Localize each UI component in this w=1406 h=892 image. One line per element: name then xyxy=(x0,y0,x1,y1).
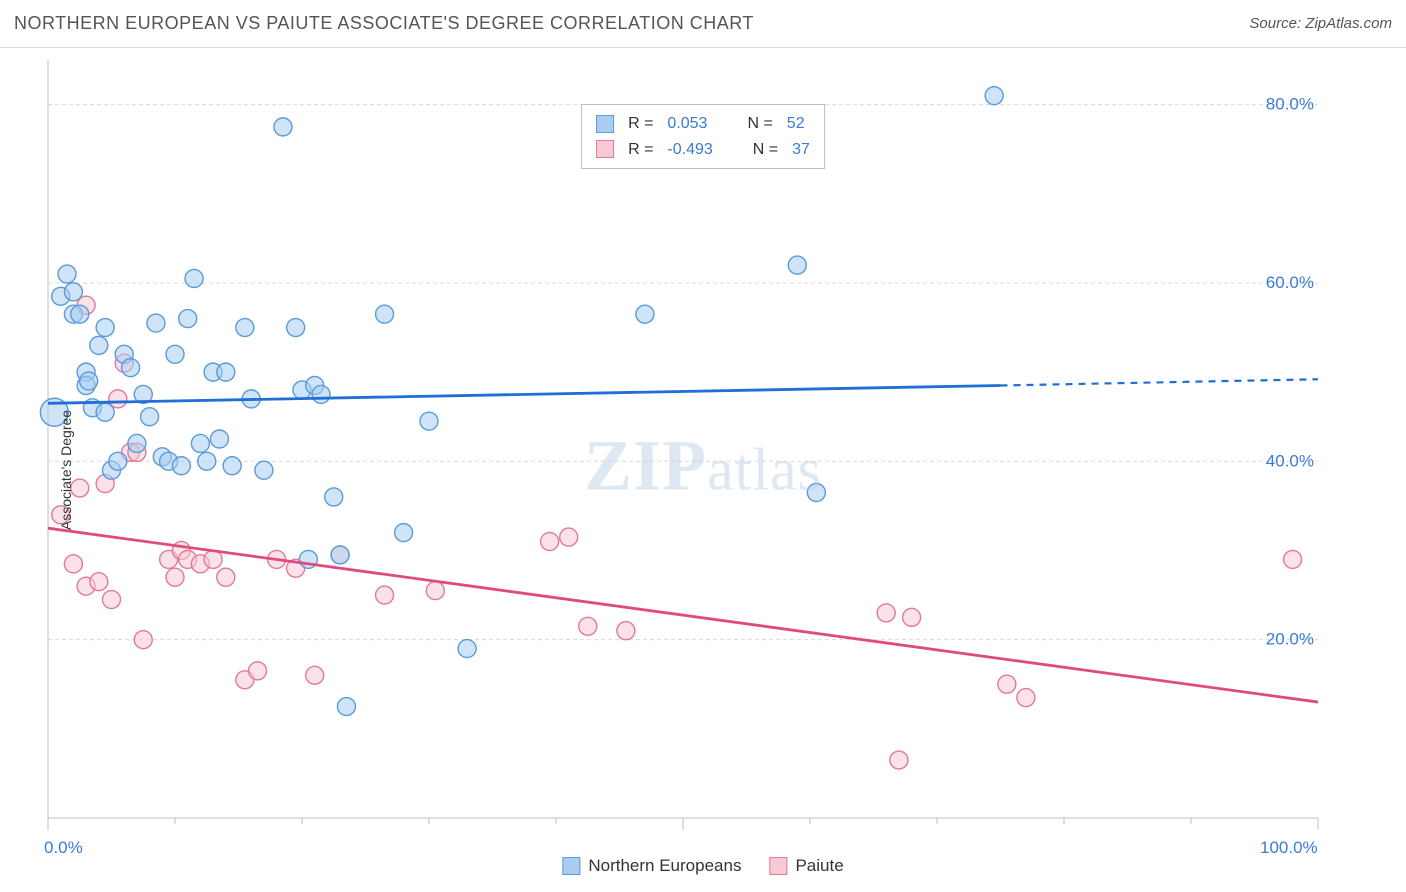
r-value-pink: -0.493 xyxy=(667,137,712,163)
source-prefix: Source: xyxy=(1249,15,1305,32)
chart-area: Associate's Degree ZIPatlas 20.0%40.0%60… xyxy=(0,48,1406,892)
n-label: N = xyxy=(747,111,772,137)
r-label: R = xyxy=(628,111,653,137)
n-value-blue: 52 xyxy=(787,111,805,137)
chart-title: NORTHERN EUROPEAN VS PAIUTE ASSOCIATE'S … xyxy=(14,13,754,34)
svg-text:40.0%: 40.0% xyxy=(1266,451,1314,470)
correlation-legend: R = 0.053 N = 52 R = -0.493 N = 37 xyxy=(581,104,825,169)
r-value-blue: 0.053 xyxy=(667,111,707,137)
svg-text:60.0%: 60.0% xyxy=(1266,273,1314,292)
swatch-pink xyxy=(596,140,614,158)
source-name: ZipAtlas.com xyxy=(1305,15,1392,32)
legend-item-blue: Northern Europeans xyxy=(562,856,741,876)
scatter-plot: 20.0% 40.0% 60.0% 80.0% xyxy=(0,48,1406,892)
svg-text:80.0%: 80.0% xyxy=(1266,95,1314,114)
svg-text:20.0%: 20.0% xyxy=(1266,630,1314,649)
swatch-blue xyxy=(562,857,580,875)
x-axis-min-label: 0.0% xyxy=(44,838,83,858)
series-legend: Northern Europeans Paiute xyxy=(562,856,843,876)
series-name-pink: Paiute xyxy=(795,856,843,876)
swatch-pink xyxy=(769,857,787,875)
legend-row-pink: R = -0.493 N = 37 xyxy=(596,137,810,163)
n-value-pink: 37 xyxy=(792,137,810,163)
source-credit: Source: ZipAtlas.com xyxy=(1249,15,1392,32)
legend-item-pink: Paiute xyxy=(769,856,843,876)
series-name-blue: Northern Europeans xyxy=(588,856,741,876)
y-axis-label: Associate's Degree xyxy=(58,410,74,530)
x-axis-max-label: 100.0% xyxy=(1260,838,1318,858)
r-label: R = xyxy=(628,137,653,163)
swatch-blue xyxy=(596,115,614,133)
legend-row-blue: R = 0.053 N = 52 xyxy=(596,111,810,137)
n-label: N = xyxy=(753,137,778,163)
chart-header: NORTHERN EUROPEAN VS PAIUTE ASSOCIATE'S … xyxy=(0,0,1406,48)
